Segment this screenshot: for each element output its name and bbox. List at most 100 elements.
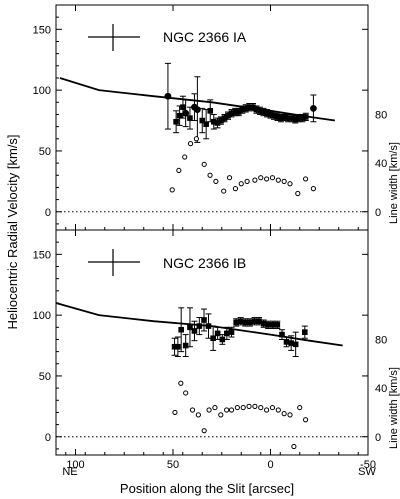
line-width-point	[213, 178, 219, 184]
line-width-point	[275, 177, 281, 183]
width-tick-label: 0	[375, 432, 381, 444]
velocity-point-square	[264, 110, 270, 117]
velocity-point-square	[302, 329, 308, 335]
x-tick-label: -50	[360, 459, 376, 471]
line-width-point	[187, 141, 194, 147]
line-width-point	[295, 190, 301, 197]
velocity-point-square	[228, 329, 235, 335]
line-width-point	[218, 412, 224, 418]
line-width-point	[201, 161, 207, 167]
panel-ngc-2366-ia: NGC 2366 IA 0 50 100 150 0 40 80	[33, 4, 387, 231]
velocity-point-square	[224, 330, 230, 337]
velocity-point-square	[180, 104, 186, 110]
velocity-point-square	[247, 319, 253, 326]
velocity-point-square	[207, 108, 214, 114]
panel-frame	[55, 229, 369, 456]
line-width-point	[297, 404, 303, 411]
velocity-point-square	[302, 114, 309, 120]
line-width-point	[228, 407, 235, 413]
velocity-point-square	[218, 117, 224, 124]
direction-label-sw: SW	[358, 466, 376, 478]
velocity-point-square	[214, 330, 221, 337]
x-tick-label: 50	[167, 459, 179, 471]
line-width-point	[232, 186, 238, 192]
velocity-point-square	[278, 115, 284, 121]
line-width-point	[195, 412, 201, 418]
y-tick-label: 150	[33, 249, 51, 261]
velocity-point-square	[246, 104, 253, 110]
velocity-point-square	[182, 342, 189, 349]
velocity-point-square	[270, 322, 276, 328]
line-width-point	[269, 175, 276, 181]
line-width-point	[246, 403, 252, 409]
y-tick-label: 50	[39, 371, 51, 383]
line-width-point	[258, 175, 264, 181]
velocity-point-square	[199, 117, 206, 124]
line-width-point	[212, 404, 218, 411]
data-marks	[164, 62, 317, 197]
line-width-point	[207, 172, 213, 178]
velocity-point-square	[281, 114, 288, 120]
velocity-point-circle	[164, 92, 172, 100]
velocity-point-square	[251, 318, 258, 325]
velocity-point-square	[175, 343, 181, 350]
line-width-point	[287, 181, 293, 187]
velocity-point-square	[292, 116, 299, 123]
legend-title: NGC 2366 IB	[163, 255, 246, 271]
velocity-point-square	[260, 320, 267, 327]
line-width-point	[258, 404, 264, 411]
velocity-point-circle	[193, 106, 201, 113]
axis-ticks: 0 50 100 150 100 50 0 -50 0 40 80	[33, 230, 387, 471]
line-width-point	[201, 428, 207, 434]
model-curve	[59, 77, 336, 122]
velocity-point-square	[239, 106, 246, 113]
x-tick-label: 0	[267, 459, 273, 471]
x-axis-title: Position along the Slit [arcsec]	[120, 481, 294, 496]
width-tick-label: 40	[375, 158, 387, 170]
line-width-point	[193, 136, 199, 142]
velocity-point-square	[205, 323, 212, 329]
line-width-point	[291, 443, 297, 450]
panel-ngc-2366-ib: NGC 2366 IB 0 50 100 150 100 50 0 -50 0 40 80	[33, 229, 387, 471]
velocity-point-square	[250, 104, 256, 110]
line-width-point	[221, 188, 227, 194]
line-width-point	[287, 412, 293, 418]
velocity-point-square	[274, 322, 281, 328]
velocity-point-square	[242, 105, 249, 112]
width-tick-label: 40	[375, 383, 387, 395]
velocity-point-square	[203, 121, 209, 127]
velocity-point-square	[219, 336, 226, 343]
velocity-point-square	[283, 339, 290, 345]
data-marks	[171, 307, 309, 450]
velocity-point-square	[267, 111, 274, 118]
legend: NGC 2366 IA	[88, 24, 247, 51]
velocity-point-square	[253, 106, 260, 113]
legend: NGC 2366 IB	[88, 249, 246, 276]
velocity-point-square	[221, 115, 228, 121]
y-tick-label: 100	[33, 85, 51, 97]
velocity-point-square	[196, 323, 203, 329]
line-width-point	[169, 187, 175, 193]
velocity-point-square	[178, 326, 184, 333]
velocity-point-square	[299, 115, 306, 121]
width-tick-label: 0	[375, 207, 381, 219]
direction-label-ne: NE	[62, 466, 77, 478]
y-tick-label: 100	[33, 310, 51, 322]
line-width-point	[234, 404, 240, 411]
velocity-point-square	[257, 108, 263, 114]
line-width-point	[275, 407, 281, 413]
velocity-point-square	[256, 318, 262, 325]
velocity-point-square	[214, 120, 221, 126]
line-width-point	[183, 390, 189, 396]
velocity-point-square	[187, 115, 193, 121]
velocity-point-square	[260, 109, 267, 115]
velocity-point-square	[271, 112, 277, 119]
y-tick-label: 0	[45, 207, 51, 219]
line-width-point	[269, 404, 276, 411]
velocity-point-square	[191, 328, 198, 334]
velocity-point-square	[295, 115, 302, 121]
line-width-point	[252, 177, 258, 183]
velocity-point-square	[210, 335, 216, 342]
velocity-point-square	[292, 341, 299, 348]
